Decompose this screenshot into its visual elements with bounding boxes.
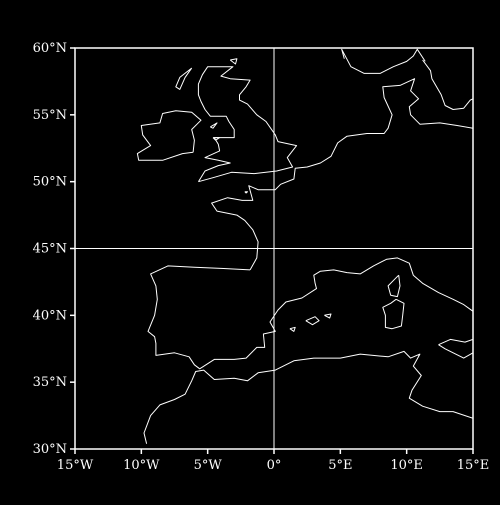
atlantic-france-coast (211, 78, 473, 271)
menorca-coast (324, 313, 332, 319)
ireland-coast (136, 110, 202, 161)
lon-tick-label: 5°E (328, 458, 352, 473)
axis-labels: 30°N 35°N 40°N 45°N 50°N 55°N 60°N 15°W 10°W 5°W 0… (33, 41, 490, 473)
coastline-layer (136, 48, 473, 444)
sicily-coast (438, 338, 473, 359)
anglesey-coast (212, 137, 221, 141)
lat-tick-label: 55°N (33, 108, 67, 123)
lon-tick-label: 15°E (457, 458, 490, 473)
lat-tick-label: 30°N (33, 442, 67, 457)
lon-tick-label: 10°E (390, 458, 423, 473)
lon-tick-label: 0° (267, 458, 282, 473)
north-africa-coast (143, 350, 473, 444)
mallorca-coast (305, 316, 320, 326)
lat-tick-label: 60°N (33, 41, 67, 56)
great-britain-coast (197, 66, 298, 183)
sardinia-coast (382, 298, 405, 330)
outer-hebrides-coast (175, 67, 193, 90)
axis-ticks (70, 47, 474, 454)
ibiza-coast (289, 326, 296, 332)
norway-coast (341, 48, 426, 74)
lat-tick-label: 50°N (33, 175, 67, 190)
lat-tick-label: 35°N (33, 375, 67, 390)
lat-tick-label: 40°N (33, 308, 67, 323)
jersey-coast (244, 191, 248, 194)
lon-tick-label: 15°W (57, 458, 94, 473)
reference-lines (75, 48, 473, 449)
lon-tick-label: 5°W (194, 458, 223, 473)
iberia-coast (147, 257, 473, 370)
corsica-coast (387, 274, 401, 298)
lat-tick-label: 45°N (33, 242, 67, 257)
isle-of-man-coast (210, 122, 218, 129)
sweden-coast (422, 59, 473, 110)
lon-tick-label: 10°W (123, 458, 160, 473)
orkney-coast (229, 58, 238, 65)
